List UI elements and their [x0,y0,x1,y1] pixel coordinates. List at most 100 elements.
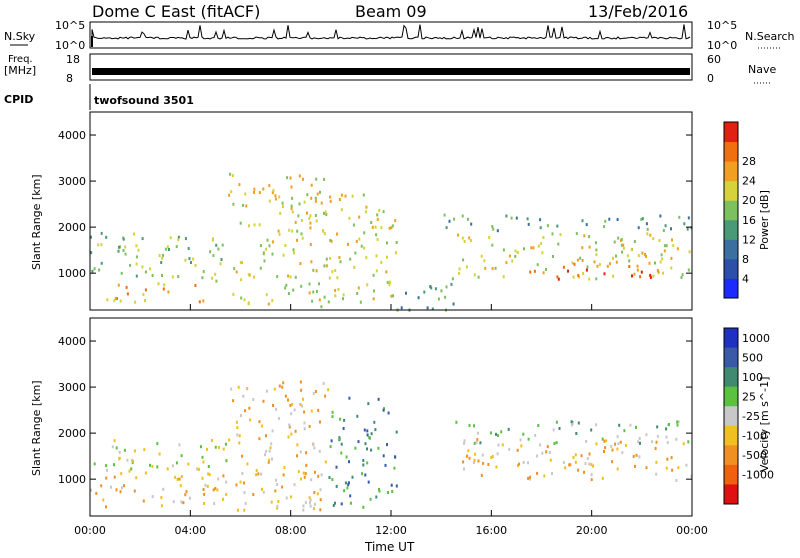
data-cell [319,190,321,194]
data-cell [149,463,151,467]
data-cell [235,483,238,487]
data-cell [344,194,347,198]
data-cell [331,410,334,414]
data-cell [348,460,350,464]
data-cell [314,199,317,203]
data-cell [430,286,433,290]
data-cell [624,444,627,447]
data-cell [583,470,585,474]
data-cell [175,461,178,465]
nsearch-tick-bottom: 10^0 [707,39,737,52]
data-cell [469,239,472,242]
data-cell [467,449,470,453]
data-cell [100,484,103,488]
data-cell [340,442,343,446]
data-cell [335,484,338,488]
data-cell [539,443,542,447]
data-cell [372,273,375,277]
data-cell [388,280,391,284]
data-cell [423,290,426,294]
data-cell [635,453,638,457]
data-cell [548,451,551,454]
data-cell [172,500,175,504]
data-cell [377,446,380,450]
data-cell [331,270,334,274]
data-cell [303,421,306,425]
data-cell [133,449,136,453]
data-cell [271,457,273,461]
data-cell [588,462,591,466]
data-cell [299,403,302,406]
data-cell [581,246,584,250]
data-cell [100,231,103,235]
data-cell [276,275,279,279]
nsky-tick-bottom: 10^0 [55,39,85,52]
data-cell [363,231,366,235]
data-cell [574,460,577,464]
data-cell [151,274,154,277]
data-cell [281,201,284,205]
data-cell [327,388,330,392]
data-cell [687,268,690,272]
data-cell [180,475,183,479]
data-cell [118,456,121,460]
data-cell [595,277,598,281]
data-cell [129,263,132,267]
data-cell [556,224,559,228]
data-cell [571,261,574,265]
data-cell [162,253,164,257]
data-cell [583,234,586,238]
data-cell [665,466,668,470]
data-cell [330,239,333,243]
data-cell [196,467,199,471]
data-cell [160,496,163,500]
data-cell [291,229,294,233]
data-cell [601,437,604,441]
data-cell [144,288,147,292]
data-cell [336,276,339,280]
data-cell [577,468,580,472]
data-cell [178,443,181,447]
data-cell [327,300,330,304]
data-cell [482,461,485,465]
data-cell [574,453,577,457]
data-cell [567,269,569,273]
data-cell [215,279,218,283]
data-cell [248,224,250,228]
data-cell [239,260,242,264]
data-cell [286,176,289,180]
data-cell [570,423,573,427]
data-cell [377,397,380,401]
data-cell [217,477,220,481]
data-cell [328,276,331,280]
data-cell [126,458,129,462]
data-cell [202,299,205,303]
colorbar-tick-label: 4 [742,272,749,285]
data-cell [614,442,617,446]
data-cell [553,442,556,445]
data-cell [180,454,183,458]
data-cell [342,427,345,430]
data-cell [233,267,236,271]
data-cell [515,216,518,220]
colorbar-swatch [724,484,738,505]
data-cell [313,507,316,511]
data-cell [318,449,321,453]
data-cell [312,392,315,395]
data-cell [271,429,274,433]
data-cell [255,473,258,477]
data-cell [340,451,343,455]
data-cell [659,260,662,264]
data-cell [213,502,216,506]
data-cell [466,454,468,458]
data-cell [542,236,545,239]
data-cell [487,463,490,466]
data-cell [366,461,369,465]
data-cell [178,477,181,481]
data-cell [646,232,649,236]
data-cell [375,495,378,499]
data-cell [349,501,352,505]
data-cell [510,216,513,220]
data-cell [390,226,393,230]
